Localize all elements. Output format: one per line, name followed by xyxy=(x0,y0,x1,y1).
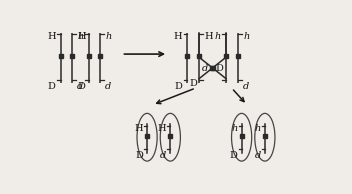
Text: D: D xyxy=(77,82,85,91)
Text: D: D xyxy=(216,64,224,73)
Text: D: D xyxy=(174,82,182,91)
Text: D: D xyxy=(48,82,56,91)
Text: h: h xyxy=(105,32,112,41)
Text: D: D xyxy=(135,151,143,160)
Text: H: H xyxy=(173,32,182,41)
Text: d: d xyxy=(202,64,208,73)
Text: h: h xyxy=(214,32,221,41)
Text: H: H xyxy=(47,32,56,41)
Text: d: d xyxy=(105,82,112,91)
Text: h: h xyxy=(243,32,250,41)
Text: d: d xyxy=(77,82,83,91)
Text: H: H xyxy=(77,32,86,41)
Text: H: H xyxy=(158,124,166,133)
Text: H: H xyxy=(134,124,143,133)
Text: D: D xyxy=(190,80,197,88)
Text: d: d xyxy=(160,151,166,160)
Text: H: H xyxy=(205,32,213,41)
Text: h: h xyxy=(255,124,261,133)
Text: D: D xyxy=(230,151,238,160)
Text: d: d xyxy=(255,151,261,160)
Text: d: d xyxy=(243,82,250,91)
Text: h: h xyxy=(232,124,238,133)
Text: h: h xyxy=(77,32,83,41)
